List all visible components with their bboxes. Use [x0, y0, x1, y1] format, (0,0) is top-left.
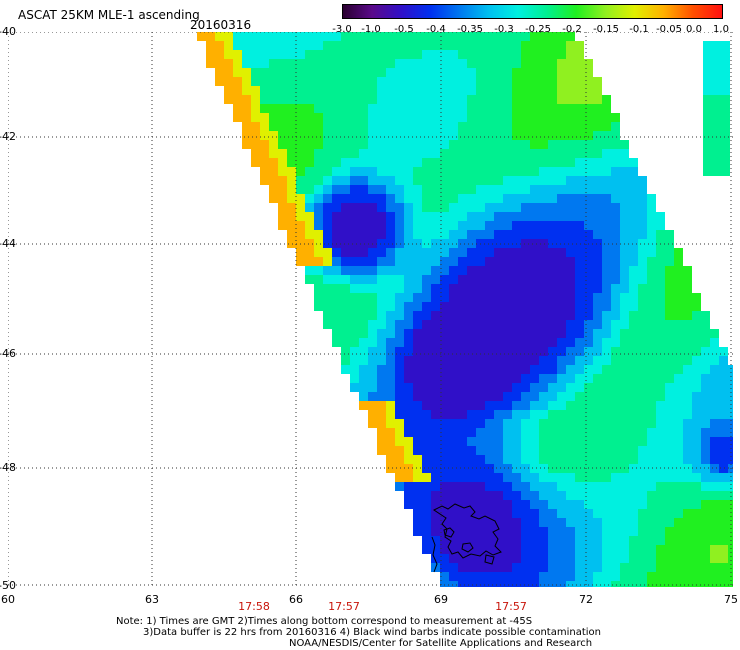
lat-lon-grid: [8, 32, 733, 587]
colorbar-tick: 0.0: [686, 24, 702, 35]
colorbar-tick: -0.2: [562, 24, 582, 35]
lat-label: -46: [0, 347, 16, 360]
colorbar-tick: -0.25: [525, 24, 551, 35]
lat-label: -50: [0, 579, 16, 592]
wind-map: [8, 32, 733, 587]
lon-label: 69: [434, 593, 448, 606]
map-date: 20160316: [190, 18, 252, 32]
colorbar-tick: -1.0: [361, 24, 381, 35]
time-label: 17:57: [328, 600, 360, 613]
island-coastline: [431, 503, 502, 573]
map-title: ASCAT 25KM MLE-1 ascending: [18, 8, 200, 22]
lat-label: -48: [0, 461, 16, 474]
lon-label: 75: [724, 593, 738, 606]
colorbar-tick: -3.0: [332, 24, 352, 35]
lon-label: 66: [289, 593, 303, 606]
colorbar-tick: -0.35: [457, 24, 483, 35]
lat-label: -44: [0, 237, 16, 250]
colorbar-tick: -0.4: [426, 24, 446, 35]
colorbar-tick: -0.15: [593, 24, 619, 35]
ascat-wind-swath: [197, 32, 733, 587]
lat-label: -42: [0, 130, 16, 143]
time-label: 17:58: [238, 600, 270, 613]
time-label: 17:57: [495, 600, 527, 613]
colorbar-tick: -0.1: [629, 24, 649, 35]
colorbar-tick: -0.5: [394, 24, 414, 35]
note-line-1: Note: 1) Times are GMT 2)Times along bot…: [116, 616, 533, 627]
lon-label: 72: [579, 593, 593, 606]
lon-label: 60: [1, 593, 15, 606]
lon-label: 63: [145, 593, 159, 606]
note-line-3: NOAA/NESDIS/Center for Satellite Applica…: [289, 638, 593, 649]
colorbar-tick: -0.3: [494, 24, 514, 35]
colorbar-tick: 1.0: [713, 24, 729, 35]
lat-label: -40: [0, 25, 16, 38]
colorbar: [342, 4, 723, 19]
colorbar-tick: -0.05: [656, 24, 682, 35]
note-line-2: 3)Data buffer is 22 hrs from 20160316 4)…: [143, 627, 601, 638]
